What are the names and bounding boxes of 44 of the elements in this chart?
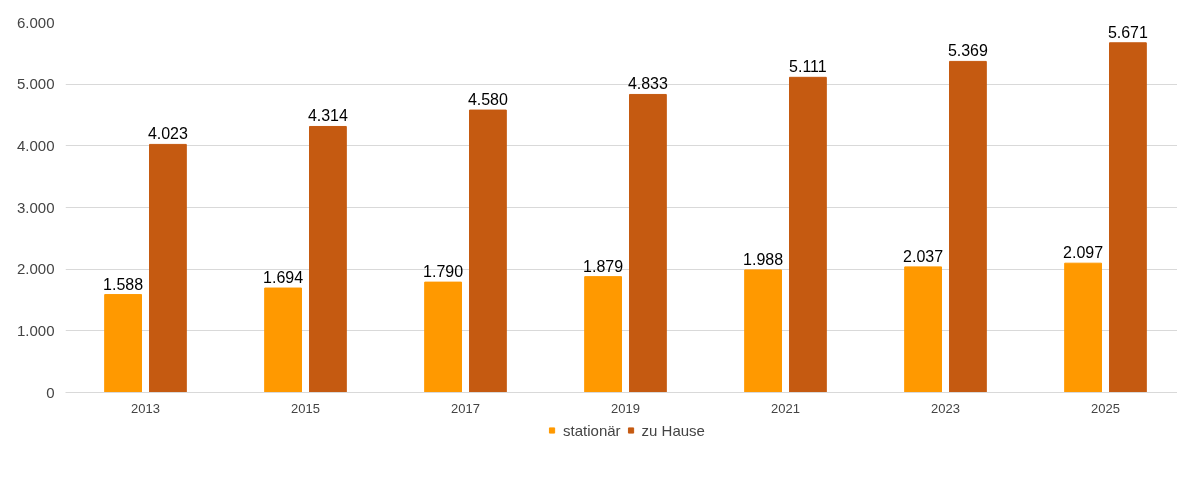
bar [104, 294, 142, 393]
bar [629, 93, 667, 393]
y-tick-label: 4.000 [16, 136, 55, 154]
legend-label: stationär [563, 421, 621, 439]
y-tick-label: 6.000 [16, 13, 55, 31]
x-tick-label: 2023 [931, 400, 960, 416]
data-label: 5.671 [1107, 23, 1149, 41]
data-label: 1.588 [103, 275, 144, 293]
bar [469, 109, 507, 393]
data-label: 1.879 [583, 257, 624, 275]
data-label: 2.037 [903, 247, 944, 265]
data-label: 4.833 [627, 75, 669, 93]
y-tick-label: 2.000 [16, 260, 55, 278]
bar [584, 276, 622, 393]
data-label: 2.097 [1063, 244, 1104, 262]
x-tick-label: 2025 [1091, 400, 1120, 416]
y-tick-label: 5.000 [16, 75, 55, 93]
y-tick-label: 3.000 [16, 198, 55, 216]
data-label: 1.694 [263, 269, 304, 287]
bar [264, 287, 302, 393]
data-label: 4.580 [467, 91, 509, 109]
data-label: 1.988 [743, 250, 784, 268]
bar [789, 76, 827, 393]
y-tick-label: 1.000 [16, 321, 55, 339]
bar [949, 60, 987, 393]
bar [1064, 262, 1102, 393]
data-label: 4.023 [147, 125, 189, 143]
bar [904, 266, 942, 393]
bar [424, 281, 462, 393]
bar [309, 125, 347, 393]
x-tick-label: 2021 [771, 400, 800, 416]
y-tick-label: 0 [46, 383, 55, 401]
data-label: 1.790 [423, 263, 464, 281]
legend-label: zu Hause [641, 421, 705, 439]
x-tick-label: 2017 [451, 400, 480, 416]
data-label: 5.111 [789, 58, 827, 76]
x-tick-label: 2015 [291, 400, 320, 416]
data-label: 5.369 [947, 42, 989, 60]
data-label: 4.314 [307, 107, 349, 125]
bar [744, 269, 782, 393]
x-tick-label: 2019 [611, 400, 640, 416]
bar [1109, 42, 1147, 393]
x-tick-label: 2013 [131, 400, 160, 416]
bar [149, 143, 187, 393]
